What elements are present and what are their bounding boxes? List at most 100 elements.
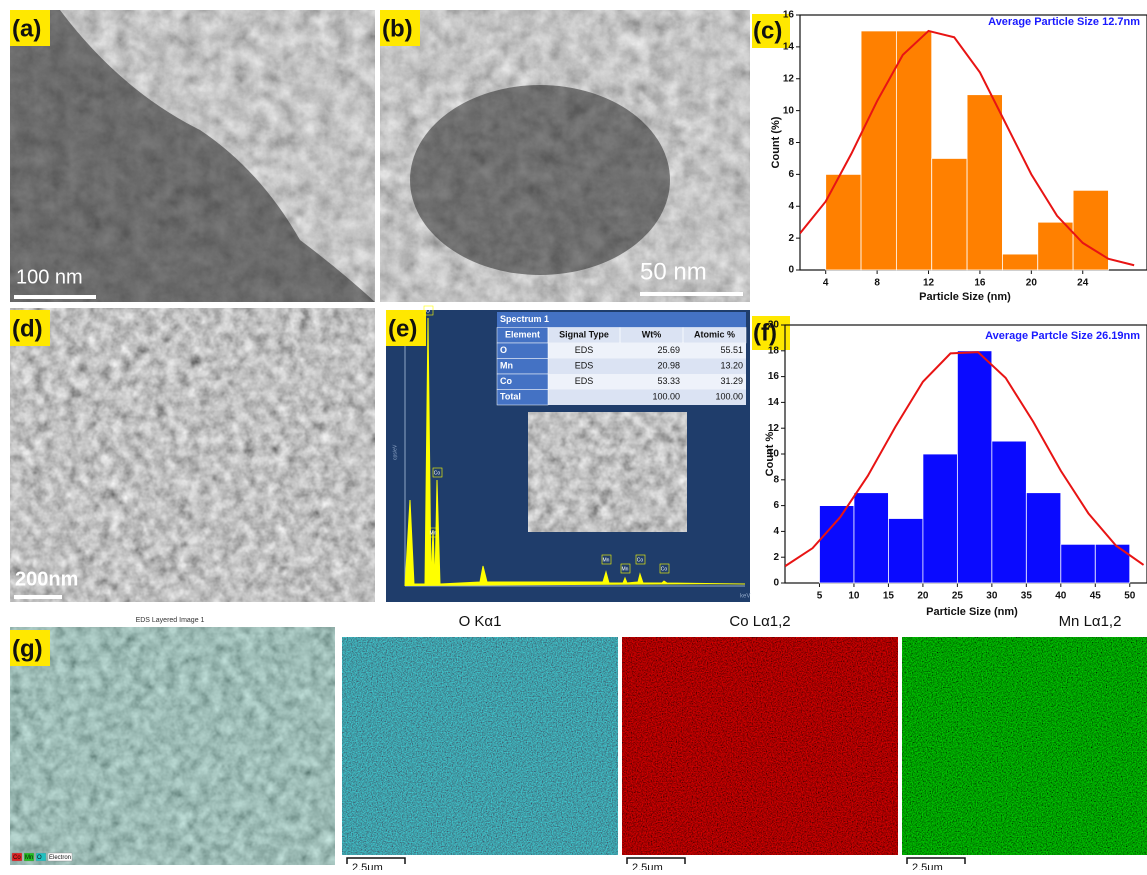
eds-y-label: cps/eV [392,444,398,460]
bar [888,519,922,584]
scale-label: 50 nm [640,258,707,285]
bar [826,174,861,270]
panel-label: (d) [12,315,43,342]
table-header: Wt% [642,330,662,340]
scale-label: 2.5μm [352,862,383,870]
bar [1073,190,1108,270]
map-title: Co Lα1,2 [729,613,790,630]
x-tick-label: 24 [1077,278,1089,289]
peak-label: Co [637,557,644,563]
x-tick-label: 16 [974,278,986,289]
bar [854,493,888,583]
table-cell-text: 25.69 [657,345,680,355]
table-cell-text: Co [500,376,512,386]
y-tick-label: 16 [783,10,795,21]
bar [1061,544,1095,583]
map-title: Mn Lα1,2 [1059,613,1122,630]
table-cell-text: 13.20 [720,361,743,371]
bar [1038,222,1073,270]
x-tick-label: 10 [848,591,860,602]
peak-label: Mn [603,557,610,563]
x-tick-label: 45 [1090,591,1102,602]
x-tick-label: 25 [952,591,964,602]
table-cell-text: 53.33 [657,376,680,386]
y-tick-label: 14 [768,397,780,408]
peak-label: Co [434,470,441,476]
legend-label: Co [13,855,21,861]
table-header: Element [505,330,540,340]
bar [957,351,991,583]
y-tick-label: 2 [788,233,794,244]
y-tick-label: 10 [783,105,795,116]
bar [1002,254,1037,270]
table-cell-text: 100.00 [652,392,680,402]
element-map [342,637,618,855]
y-tick-label: 6 [773,500,779,511]
y-axis-label: Count (%) [770,116,782,168]
table-cell-text: O [500,345,507,355]
x-tick-label: 20 [1026,278,1038,289]
bar [992,441,1026,583]
bar [923,454,957,583]
eds-inset-image [528,412,687,532]
legend-label: Electron [49,855,71,861]
table-cell-text: Total [500,392,521,402]
legend-label: Mn [25,855,33,861]
bar [932,158,967,270]
scale-label: 100 nm [16,266,83,288]
panel-label: (c) [753,17,782,44]
y-tick-label: 4 [788,201,794,212]
figure: (a) 100 nm (b) 50 nm (c) (d) 200nm (e) c… [0,0,1147,870]
table-cell-text: EDS [575,345,594,355]
map-title: O Kα1 [459,613,502,630]
x-axis-label: Particle Size (nm) [926,606,1018,618]
y-tick-label: 0 [788,265,794,276]
x-tick-label: 12 [923,278,935,289]
table-cell-text: 20.98 [657,361,680,371]
y-tick-label: 8 [788,137,794,148]
y-tick-label: 6 [788,169,794,180]
panel-label: (e) [388,315,417,342]
y-tick-label: 12 [783,73,795,84]
scale-bar [640,292,743,296]
scale-bar [14,595,62,599]
bar [861,31,896,270]
tem-particles [410,85,670,275]
y-tick-label: 16 [768,371,780,382]
x-tick-label: 35 [1021,591,1033,602]
peak-label: Mn [430,530,437,536]
y-axis-label: Count % [764,431,776,476]
y-tick-label: 18 [768,345,780,356]
table-cell-text: Mn [500,361,513,371]
y-tick-label: 4 [773,526,779,537]
legend-label: O [37,855,42,861]
table-title: Spectrum 1 [500,314,549,324]
table-cell-text: 31.29 [720,376,743,386]
peak-label: O [426,308,430,314]
x-tick-label: 4 [823,278,829,289]
scale-label: 200nm [15,568,78,590]
bar [896,31,931,270]
layered-overlay [10,627,335,865]
table-header: Atomic % [694,330,735,340]
y-tick-label: 0 [773,578,779,589]
scale-label: 2.5μm [632,862,663,870]
table-cell-text: 55.51 [720,345,743,355]
y-tick-label: 2 [773,552,779,563]
scale-bar [14,295,96,299]
table-cell-text: 100.00 [715,392,743,402]
element-map [902,637,1147,855]
x-axis-label: Particle Size (nm) [919,291,1011,303]
peak-label: Co [661,566,668,572]
element-map [622,637,898,855]
eds-x-unit: keV [740,594,750,600]
panel-label: (b) [382,15,413,42]
x-tick-label: 30 [986,591,998,602]
chart-title: Average Partcle Size 26.19nm [985,330,1140,342]
sem-image [10,308,375,602]
x-tick-label: 40 [1055,591,1067,602]
x-tick-label: 20 [917,591,929,602]
bar [1095,544,1129,583]
panel-label: (g) [12,635,43,662]
